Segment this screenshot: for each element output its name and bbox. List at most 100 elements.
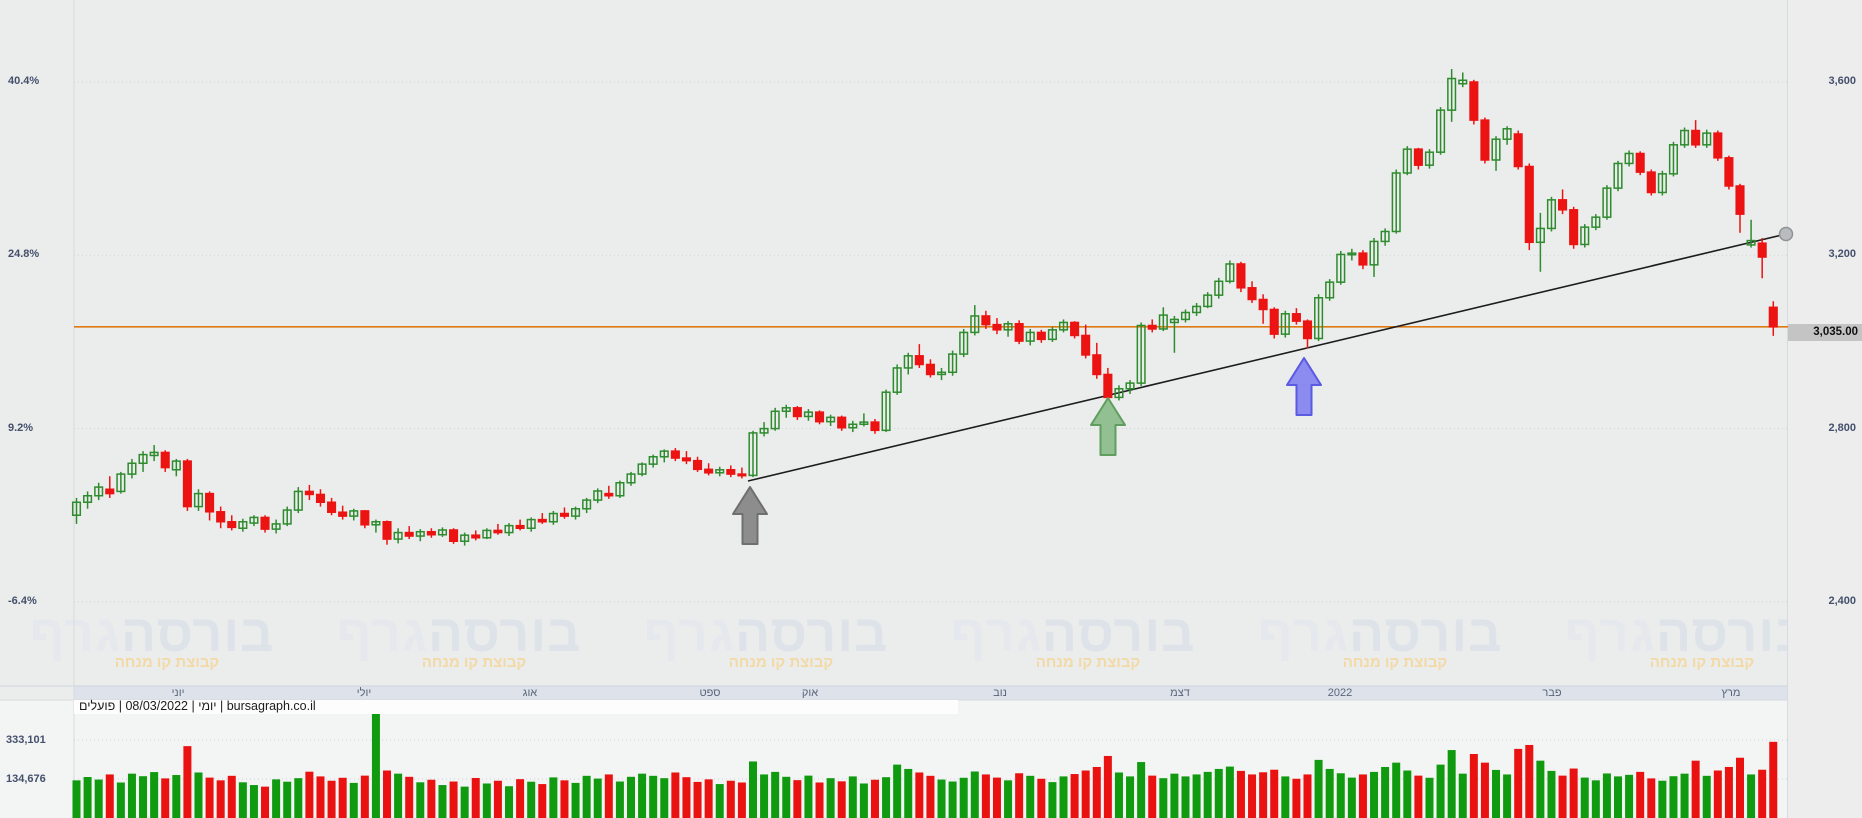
volume-bar — [1248, 774, 1257, 818]
percent-axis-label: 40.4% — [8, 75, 40, 87]
volume-bar — [870, 779, 879, 818]
candle-body — [748, 432, 758, 477]
volume-bar — [383, 770, 392, 818]
volume-bar — [1591, 780, 1600, 818]
volume-bar — [1447, 750, 1456, 818]
price-axis-label: 3,600 — [1828, 75, 1856, 87]
candle-body — [604, 492, 614, 497]
volume-bar — [1702, 775, 1711, 818]
candle-body — [271, 523, 281, 530]
volume-bar — [1037, 778, 1046, 818]
volume-bar — [671, 772, 680, 818]
volume-bar — [405, 776, 414, 818]
volume-bar — [737, 782, 746, 818]
volume-bar — [627, 776, 635, 818]
price-axis-label: 2,800 — [1828, 421, 1856, 434]
volume-bar — [527, 781, 536, 818]
volume-bar — [1203, 771, 1212, 818]
volume-bar — [349, 782, 358, 818]
volume-bar — [1503, 774, 1512, 818]
candle-body — [1635, 152, 1645, 173]
candle-body — [1369, 240, 1379, 266]
volume-bar — [826, 778, 835, 818]
volume-bar — [1547, 770, 1556, 818]
volume-bar — [183, 746, 192, 818]
month-axis-label: ספט — [699, 687, 721, 699]
volume-bar — [726, 780, 735, 818]
volume-bar — [238, 782, 247, 818]
candle-body — [1070, 321, 1080, 337]
volume-bar — [1081, 770, 1090, 818]
volume-bar — [261, 786, 270, 818]
candle-body — [814, 411, 825, 423]
volume-bar — [660, 778, 669, 818]
price-axis-panel — [1787, 0, 1862, 818]
volume-bar — [116, 782, 125, 818]
candle-body — [1680, 129, 1690, 146]
volume-bar — [1270, 769, 1279, 818]
candle-body — [1668, 144, 1679, 175]
candle-body — [1314, 297, 1324, 340]
candle-body — [1480, 119, 1490, 161]
candle-body — [1036, 331, 1046, 341]
candle-body — [1058, 321, 1069, 331]
green-up-arrow[interactable] — [1090, 397, 1126, 456]
candle-body — [482, 529, 492, 539]
candle-body — [360, 510, 370, 526]
candle-body — [282, 509, 292, 525]
volume-bar — [1392, 762, 1401, 818]
volume-bar — [693, 781, 702, 818]
volume-bar — [1059, 776, 1068, 818]
candle-body — [227, 520, 237, 529]
volume-bar — [94, 779, 103, 818]
volume-bar — [859, 783, 868, 818]
candle-body — [826, 416, 836, 423]
volume-bar — [904, 768, 913, 818]
volume-bar — [1525, 744, 1534, 818]
candle-body — [715, 469, 725, 474]
trendline[interactable] — [747, 233, 1787, 482]
candle-body — [327, 501, 337, 513]
trendline-handle[interactable] — [1778, 226, 1794, 242]
candle-body — [1702, 132, 1712, 146]
candle-body — [759, 427, 769, 434]
candle-body — [548, 512, 558, 523]
candle-body — [1569, 209, 1579, 246]
candle-body — [1236, 263, 1246, 289]
candle-body — [83, 495, 93, 504]
candle-body — [1613, 162, 1623, 189]
volume-bar — [1358, 774, 1367, 818]
candle-body — [670, 450, 680, 459]
volume-bar — [1325, 768, 1334, 818]
volume-bar — [360, 775, 369, 818]
gray-up-arrow[interactable] — [732, 486, 768, 545]
volume-bar — [804, 775, 813, 818]
volume-bar — [1137, 762, 1146, 818]
volume-bar — [1713, 770, 1722, 818]
volume-bar — [139, 776, 148, 818]
volume-bar — [471, 777, 480, 818]
volume-bar — [1236, 770, 1245, 818]
volume-bar — [1148, 775, 1157, 818]
candle-body — [1047, 329, 1057, 341]
volume-bar — [227, 775, 236, 818]
candle-body — [138, 453, 148, 465]
candle-body — [382, 520, 392, 540]
volume-bar — [1381, 766, 1390, 818]
volume-bar — [1691, 760, 1700, 818]
volume-bar — [748, 761, 757, 818]
candle-body — [1014, 323, 1024, 342]
candle-body — [1524, 165, 1534, 244]
candle-body — [1402, 148, 1412, 174]
candle-body — [1158, 314, 1168, 330]
candle-body — [1447, 77, 1457, 111]
blue-up-arrow[interactable] — [1286, 357, 1322, 416]
candle-body — [1269, 308, 1279, 335]
candle-body — [1325, 281, 1335, 299]
volume-bar — [1758, 769, 1767, 818]
candle-body — [593, 490, 603, 501]
volume-bar — [416, 782, 425, 818]
volume-bar — [1736, 757, 1744, 818]
